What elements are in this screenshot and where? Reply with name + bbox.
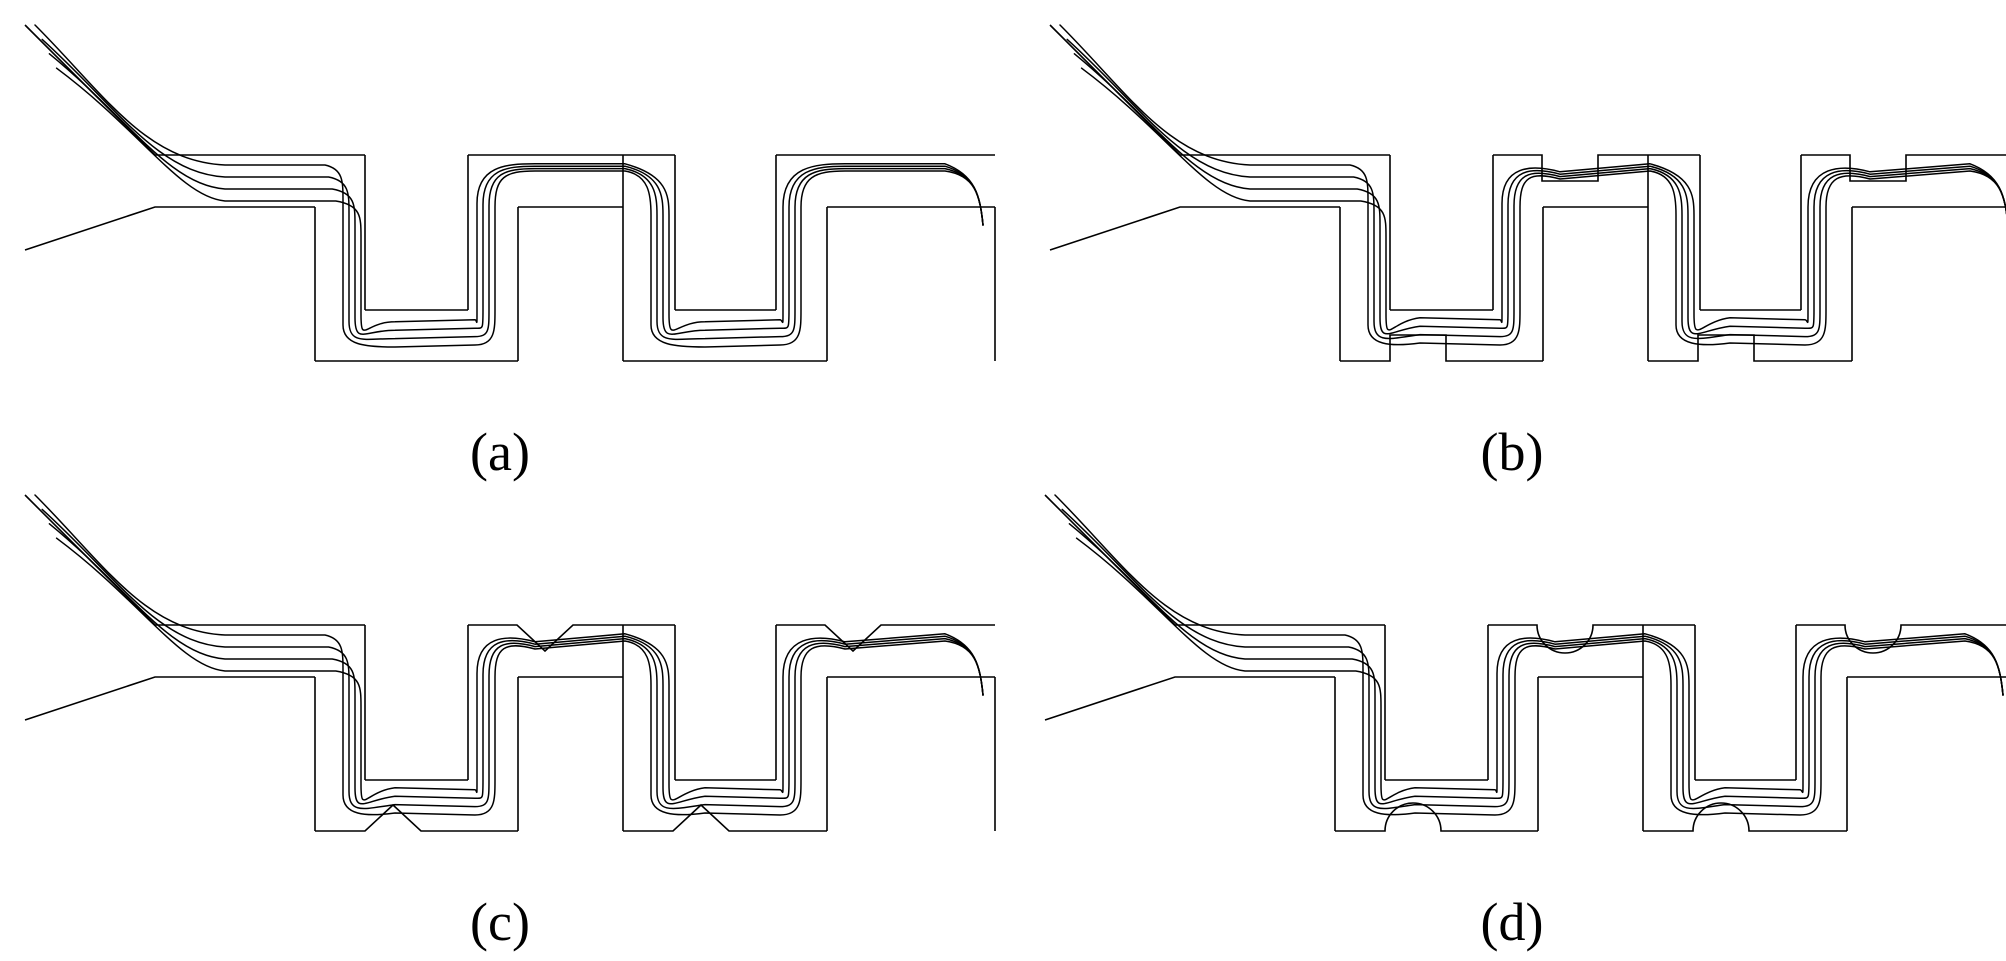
panel-label-a: (a) [470,422,530,482]
panel-label-b: (b) [1481,422,1544,482]
channel-wall-c-7 [776,624,995,653]
channel-wall-d-7 [1796,624,2006,654]
streamlines-d [1054,494,2004,816]
panel-c [24,494,996,832]
channel-walls-c [24,494,996,832]
channel-wall-d-19 [1643,802,1847,832]
streamline-a-2 [48,53,984,335]
channel-wall-a-1 [24,206,315,251]
channel-wall-b-18 [1340,334,1543,362]
streamline-a-0 [34,24,984,348]
channel-walls-d [1044,494,2006,832]
streamline-c-1 [41,508,984,810]
channel-wall-c-5 [468,624,623,653]
streamlines-c [34,494,984,816]
channel-wall-b-5 [1493,154,1648,182]
panel-a [24,24,996,362]
channel-wall-c-18 [315,803,518,832]
streamline-b-2 [1073,53,2006,335]
panel-d [1044,494,2006,832]
streamline-b-3 [1080,67,2006,331]
streamlines-a [34,24,984,348]
panel-label-c: (c) [470,892,530,952]
channel-wall-d-18 [1335,802,1538,832]
channel-wall-a-0 [24,24,365,156]
streamline-b-0 [1059,24,2006,346]
channel-wall-b-1 [1049,206,1340,251]
streamline-a-1 [41,38,984,341]
channel-wall-b-7 [1801,154,2006,182]
channel-walls-b [1049,24,2006,362]
streamline-c-2 [48,523,984,805]
streamline-d-2 [1068,523,2004,805]
channel-wall-d-5 [1488,624,1643,654]
panel-b [1049,24,2006,362]
panel-label-d: (d) [1481,892,1544,952]
channel-wall-c-0 [24,494,365,626]
streamline-b-1 [1066,38,2006,340]
streamline-d-0 [1054,494,2004,816]
channel-wall-d-1 [1044,676,1335,721]
channel-wall-b-0 [1049,24,1390,156]
streamline-a-3 [55,67,984,331]
streamline-d-1 [1061,508,2004,810]
streamline-c-0 [34,494,984,816]
streamline-c-3 [55,537,984,801]
channel-wall-d-0 [1044,494,1385,626]
streamlines-b [1059,24,2006,346]
channel-walls-a [24,24,996,362]
channel-wall-c-1 [24,676,315,721]
streamline-d-3 [1075,537,2004,801]
